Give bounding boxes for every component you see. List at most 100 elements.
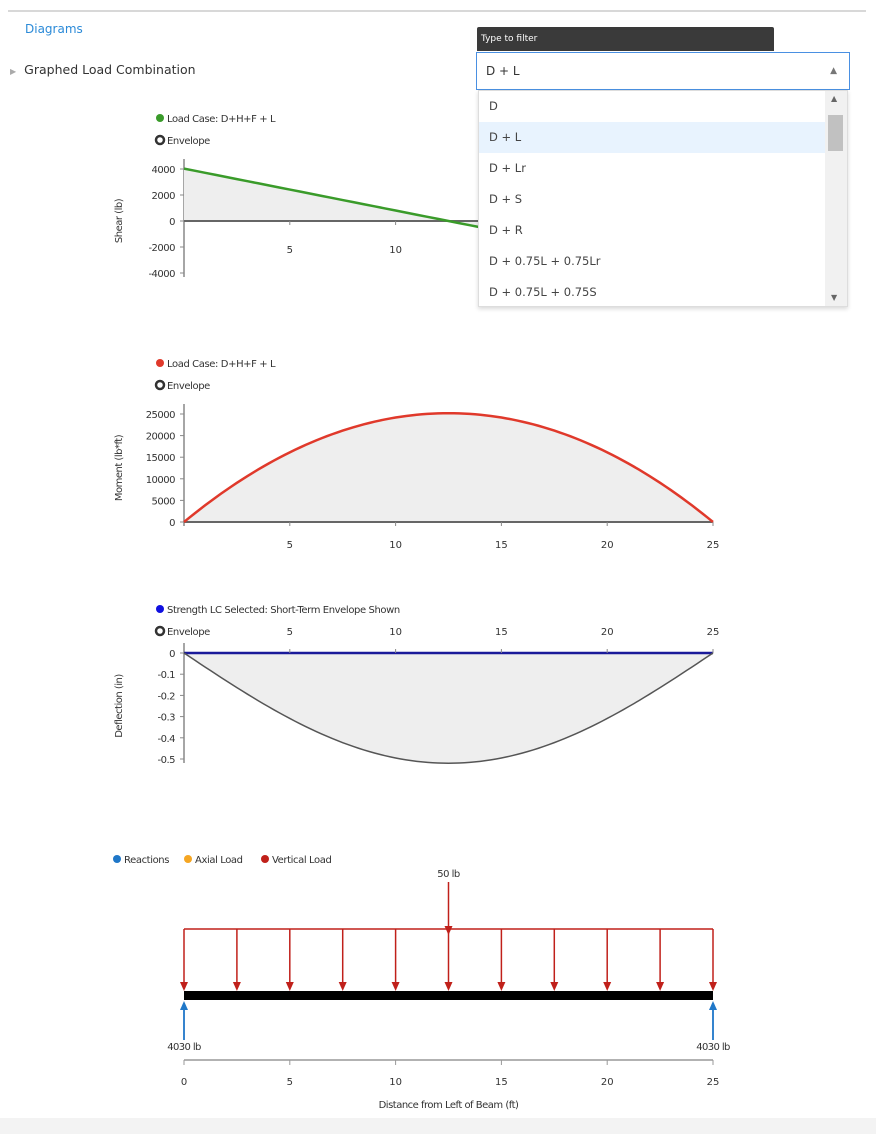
distributed-load-arrow-head (285, 982, 294, 991)
legend-label: Axial Load (195, 855, 243, 866)
x-axis-label: Distance from Left of Beam (ft) (379, 1100, 519, 1111)
x-tick-label: 10 (389, 540, 402, 551)
y-tick-label: -0.4 (157, 734, 175, 745)
distributed-load-arrow-head (656, 982, 665, 991)
distributed-load-arrow-head (180, 982, 188, 991)
option-item[interactable]: D + L (479, 122, 825, 153)
legend-label: Vertical Load (272, 855, 331, 866)
legend-label: Reactions (124, 855, 169, 866)
y-tick-label: -2000 (148, 243, 175, 254)
x-tick-label: 25 (707, 627, 720, 638)
x-tick-label: 25 (707, 1077, 720, 1088)
distributed-load-arrow-head (444, 982, 453, 991)
reaction-arrow-head (709, 1001, 717, 1010)
x-tick-label: 15 (495, 1077, 508, 1088)
distributed-load-arrow-head (550, 982, 559, 991)
legend-dot-icon (156, 605, 164, 613)
x-tick-label: 20 (601, 1077, 614, 1088)
legend-dot-icon (113, 855, 121, 863)
y-tick-label: 0 (169, 649, 175, 660)
option-item[interactable]: D + 0.75L + 0.75Lr (489, 254, 601, 268)
legend-dot-icon (156, 359, 164, 367)
option-item[interactable]: D (489, 99, 498, 113)
legend-label: Envelope (167, 136, 210, 147)
envelope-legend-icon (154, 625, 166, 637)
option-item[interactable]: D + Lr (489, 161, 526, 175)
reaction-label: 4030 lb (696, 1042, 730, 1053)
y-tick-label: 25000 (146, 410, 175, 421)
caret-up-icon: ▲ (830, 66, 837, 76)
diagrams-link[interactable]: Diagrams (25, 22, 83, 36)
y-tick-label: -0.5 (157, 755, 175, 766)
y-tick-label: 0 (169, 217, 175, 228)
y-tick-label: 0 (169, 518, 175, 529)
distributed-load-arrow-head (709, 982, 717, 991)
legend-label: Load Case: D+H+F + L (167, 114, 276, 125)
beam (184, 991, 713, 1000)
y-tick-label: 10000 (146, 475, 175, 486)
x-tick-label: 15 (495, 627, 508, 638)
bottom-bar (0, 1118, 876, 1134)
y-tick-label: -4000 (148, 269, 175, 280)
x-tick-label: 5 (287, 245, 293, 256)
y-tick-label: 20000 (146, 432, 175, 443)
y-tick-label: -0.3 (157, 713, 175, 724)
y-tick-label: 5000 (152, 496, 176, 507)
x-tick-label: 10 (389, 1077, 402, 1088)
legend-label: Envelope (167, 627, 210, 638)
reaction-label: 4030 lb (167, 1042, 201, 1053)
distributed-load-arrow-head (391, 982, 400, 991)
caret-right-icon: ▶ (10, 67, 17, 76)
legend-label: Load Case: D+H+F + L (167, 359, 276, 370)
y-tick-label: 15000 (146, 453, 175, 464)
y-tick-label: 4000 (152, 165, 176, 176)
y-axis-label: Deflection (in) (114, 674, 125, 738)
selected-value: D + L (486, 64, 520, 78)
y-axis-label: Moment (lb*ft) (114, 434, 125, 501)
x-tick-label: 5 (287, 627, 293, 638)
y-tick-label: 2000 (152, 191, 176, 202)
x-tick-label: 20 (601, 627, 614, 638)
distributed-load-arrow-head (338, 982, 347, 991)
envelope-area (184, 653, 713, 764)
load-combination-select[interactable]: D + L ▲ (476, 52, 850, 90)
envelope-line (183, 652, 714, 764)
option-item[interactable]: D + S (489, 192, 523, 206)
x-tick-label: 10 (389, 245, 402, 256)
legend-dot-icon (184, 855, 192, 863)
option-item[interactable]: D + 0.75L + 0.75S (489, 285, 597, 299)
x-tick-label: 0 (181, 1077, 187, 1088)
scroll-up-icon[interactable]: ▲ (831, 94, 838, 103)
scroll-down-icon[interactable]: ▼ (831, 293, 838, 302)
scrollbar[interactable]: ▲ ▼ (825, 91, 847, 306)
envelope-legend-icon (154, 379, 166, 391)
y-tick-label: -0.2 (157, 691, 175, 702)
filter-tooltip: Type to filter (477, 27, 774, 51)
x-tick-label: 10 (389, 627, 402, 638)
series-line (183, 411, 714, 523)
legend-label: Strength LC Selected: Short-Term Envelop… (167, 605, 400, 616)
y-axis-label: Shear (lb) (114, 198, 125, 243)
distributed-load-arrow-head (497, 982, 506, 991)
load-combination-options[interactable]: D D + L D + Lr D + S D + R D + 0.75L + 0.75Lr… (478, 90, 848, 307)
distributed-load-arrow-head (603, 982, 612, 991)
reaction-arrow-head (180, 1001, 188, 1010)
point-load-arrow-head (444, 926, 453, 935)
x-tick-label: 5 (287, 540, 293, 551)
graphed-load-combination-toggle[interactable]: ▶ Graphed Load Combination (10, 62, 196, 77)
point-load-label: 50 lb (437, 869, 460, 880)
y-tick-label: -0.1 (157, 670, 175, 681)
option-item[interactable]: D + R (489, 223, 523, 237)
distributed-load-arrow-head (232, 982, 241, 991)
x-tick-label: 20 (601, 540, 614, 551)
x-tick-label: 15 (495, 540, 508, 551)
legend-dot-icon (156, 114, 164, 122)
top-divider (8, 10, 866, 12)
envelope-legend-icon (154, 134, 166, 146)
legend-label: Envelope (167, 381, 210, 392)
section-label: Graphed Load Combination (24, 62, 196, 77)
legend-dot-icon (261, 855, 269, 863)
scrollbar-thumb[interactable] (828, 115, 843, 151)
x-tick-label: 5 (287, 1077, 293, 1088)
